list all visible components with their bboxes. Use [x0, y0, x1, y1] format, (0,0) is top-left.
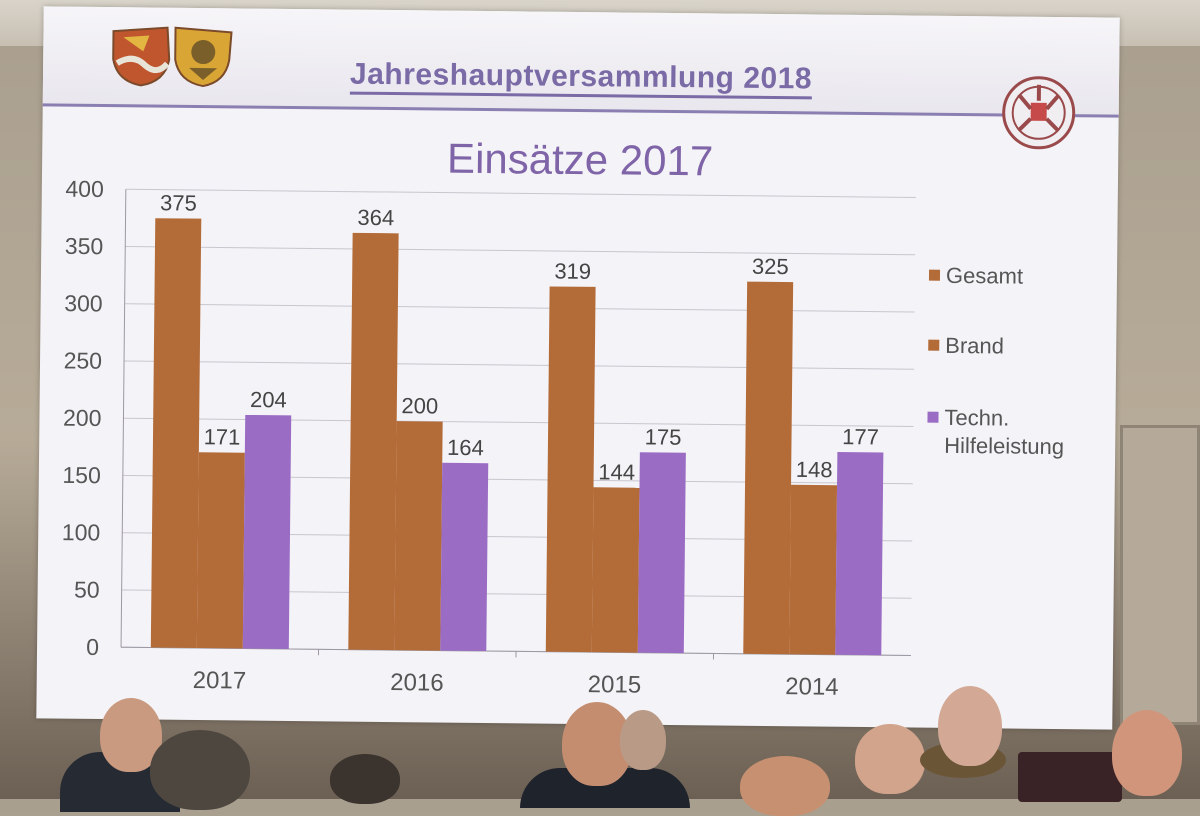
- data-label: 204: [250, 387, 287, 412]
- legend-label: Gesamt: [946, 263, 1023, 289]
- data-label: 175: [645, 424, 682, 449]
- audience-person: [620, 710, 666, 770]
- bar: [638, 452, 686, 653]
- bar: [592, 487, 640, 652]
- legend-swatch: [927, 412, 938, 423]
- data-label: 319: [554, 258, 591, 283]
- legend-item: Techn.Hilfeleistung: [927, 404, 1064, 461]
- bar: [348, 233, 398, 650]
- bar: [743, 282, 793, 655]
- bar: [243, 415, 291, 649]
- audience-person: [855, 724, 925, 794]
- bar: [440, 463, 488, 651]
- gridline: [125, 304, 915, 312]
- y-tick-label: 300: [64, 290, 103, 316]
- audience-person: [150, 730, 250, 810]
- audience-person: [938, 686, 1002, 766]
- audience: [0, 690, 1200, 799]
- data-label: 171: [204, 424, 241, 449]
- bar: [197, 452, 245, 648]
- bar: [151, 218, 201, 648]
- bar: [789, 485, 837, 655]
- data-label: 144: [598, 459, 635, 484]
- legend-swatch: [928, 340, 939, 351]
- music-stand: [1018, 752, 1122, 802]
- y-tick-label: 50: [74, 576, 100, 602]
- wall-panel: [1120, 425, 1200, 725]
- data-label: 200: [401, 393, 438, 418]
- legend-swatch: [929, 270, 940, 281]
- gridline: [126, 189, 916, 197]
- y-tick-label: 100: [62, 519, 101, 545]
- legend-label: Techn.Hilfeleistung: [927, 405, 1064, 459]
- bar: [394, 421, 442, 650]
- bar: [835, 452, 883, 655]
- y-tick-label: 250: [64, 347, 103, 373]
- y-tick-label: 0: [86, 634, 99, 660]
- data-label: 325: [752, 254, 789, 279]
- y-tick-label: 350: [65, 233, 104, 259]
- gridline: [125, 247, 915, 255]
- y-tick-label: 400: [65, 176, 104, 202]
- data-label: 375: [160, 190, 197, 215]
- data-label: 148: [796, 457, 833, 482]
- data-label: 364: [357, 205, 394, 230]
- gridline: [123, 418, 913, 426]
- legend-item: Gesamt: [929, 262, 1023, 291]
- audience-person: [740, 756, 830, 816]
- legend-item: Brand: [928, 332, 1004, 361]
- y-tick-label: 150: [62, 462, 101, 488]
- audience-person: [330, 754, 400, 804]
- data-label: 164: [447, 435, 484, 460]
- y-tick-label: 200: [63, 405, 102, 431]
- gridline: [124, 361, 914, 369]
- projection-screen: Jahreshauptversammlung 2018 Einsätze 201…: [36, 6, 1119, 729]
- audience-person: [1112, 710, 1182, 796]
- data-label: 177: [842, 424, 879, 449]
- bar-chart: 0501001502002503003504003751712042017364…: [36, 6, 1119, 729]
- legend-label: Brand: [945, 333, 1004, 359]
- bar: [546, 286, 596, 652]
